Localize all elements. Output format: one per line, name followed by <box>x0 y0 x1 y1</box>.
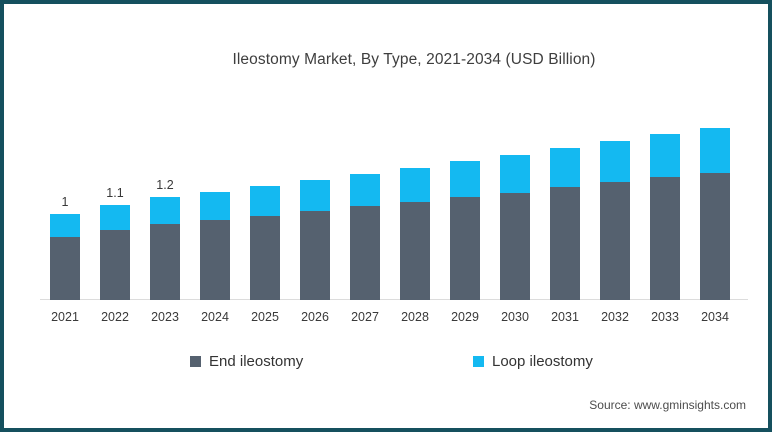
bar-2034 <box>700 128 730 300</box>
bar-segment-loop-ileostomy <box>150 196 180 224</box>
bar-value-label-2022: 1.1 <box>106 186 124 201</box>
bar-segment-loop-ileostomy <box>650 134 680 177</box>
bar-2022: 1.1 <box>100 186 130 300</box>
bar-2028 <box>400 167 430 300</box>
bar-2031 <box>550 147 580 300</box>
bar-segment-end-ileostomy <box>300 210 330 300</box>
bar-value-label-2021: 1 <box>61 195 69 210</box>
bar-segment-loop-ileostomy <box>50 214 80 238</box>
bar-segment-end-ileostomy <box>250 215 280 300</box>
bar-2021: 1 <box>50 195 80 300</box>
bar-segment-loop-ileostomy <box>450 160 480 197</box>
legend-label-end-ileostomy: End ileostomy <box>209 353 304 370</box>
bar-segment-end-ileostomy <box>500 192 530 300</box>
bar-2033 <box>650 134 680 300</box>
x-tick-label-2024: 2024 <box>201 310 229 324</box>
plot-area: 1 1.1 1.2 2021 2022 2023 2024 2025 2026 2027 2028… <box>4 4 768 428</box>
legend-item-loop-ileostomy: Loop ileostomy <box>473 353 593 370</box>
bar-segment-loop-ileostomy <box>350 173 380 207</box>
bar-2026 <box>300 179 330 300</box>
bar-segment-loop-ileostomy <box>550 147 580 188</box>
bar-segment-end-ileostomy <box>350 206 380 300</box>
bar-2027 <box>350 173 380 300</box>
legend-item-end-ileostomy: End ileostomy <box>190 353 303 370</box>
x-tick-label-2026: 2026 <box>301 310 329 324</box>
bar-segment-loop-ileostomy <box>700 128 730 173</box>
x-tick-label-2031: 2031 <box>551 310 579 324</box>
bar-segment-loop-ileostomy <box>250 185 280 216</box>
x-tick-label-2034: 2034 <box>701 310 729 324</box>
legend-swatch-end-ileostomy <box>190 356 201 367</box>
legend-label-loop-ileostomy: Loop ileostomy <box>492 353 593 370</box>
bar-segment-end-ileostomy <box>600 182 630 300</box>
bar-segment-loop-ileostomy <box>300 179 330 211</box>
x-tick-label-2028: 2028 <box>401 310 429 324</box>
legend: End ileostomy Loop ileostomy <box>4 353 768 373</box>
bar-segment-end-ileostomy <box>400 202 430 300</box>
x-tick-label-2021: 2021 <box>51 310 79 324</box>
x-tick-label-2022: 2022 <box>101 310 129 324</box>
bar-segment-end-ileostomy <box>450 196 480 300</box>
bar-segment-loop-ileostomy <box>200 191 230 220</box>
x-tick-label-2032: 2032 <box>601 310 629 324</box>
bar-segment-end-ileostomy <box>50 237 80 300</box>
bar-2032 <box>600 140 630 300</box>
bar-2029 <box>450 160 480 300</box>
bar-segment-loop-ileostomy <box>600 140 630 183</box>
bar-2023: 1.2 <box>150 178 180 300</box>
x-tick-label-2027: 2027 <box>351 310 379 324</box>
bar-segment-loop-ileostomy <box>400 167 430 202</box>
x-tick-label-2030: 2030 <box>501 310 529 324</box>
bar-segment-end-ileostomy <box>100 230 130 300</box>
bar-segment-loop-ileostomy <box>100 205 130 231</box>
x-tick-label-2023: 2023 <box>151 310 179 324</box>
bar-value-label-2023: 1.2 <box>156 177 174 192</box>
bar-segment-end-ileostomy <box>200 220 230 300</box>
legend-swatch-loop-ileostomy <box>473 356 484 367</box>
bar-segment-end-ileostomy <box>700 172 730 300</box>
bar-segment-loop-ileostomy <box>500 154 530 193</box>
bar-2025 <box>250 185 280 300</box>
x-tick-label-2033: 2033 <box>651 310 679 324</box>
x-tick-label-2029: 2029 <box>451 310 479 324</box>
bar-2030 <box>500 154 530 300</box>
bar-segment-end-ileostomy <box>650 177 680 300</box>
chart-title: Ileostomy Market, By Type, 2021-2034 (US… <box>232 51 596 68</box>
bar-segment-end-ileostomy <box>150 223 180 300</box>
x-axis-line <box>40 299 748 300</box>
source-attribution: Source: www.gminsights.com <box>589 398 746 412</box>
bar-segment-end-ileostomy <box>550 187 580 300</box>
x-tick-label-2025: 2025 <box>251 310 279 324</box>
bar-2024 <box>200 191 230 300</box>
